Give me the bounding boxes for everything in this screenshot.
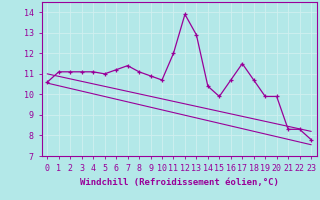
X-axis label: Windchill (Refroidissement éolien,°C): Windchill (Refroidissement éolien,°C) xyxy=(80,178,279,187)
